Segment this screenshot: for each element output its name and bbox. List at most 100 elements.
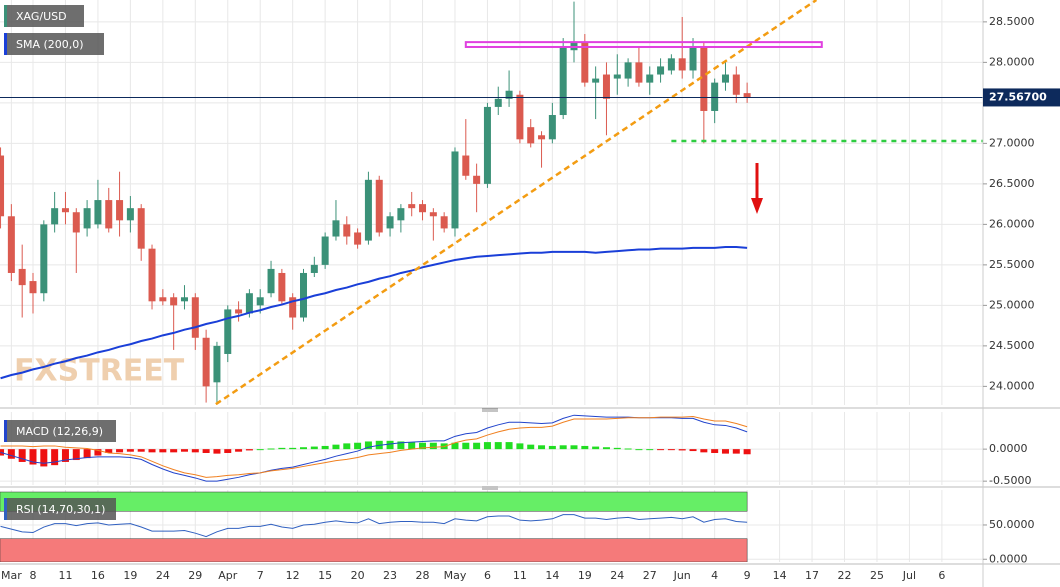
macd-line [0,414,748,482]
candle-body [548,115,556,140]
legend-box[interactable] [4,5,84,27]
y-tick-label: 24.5000 [989,339,1035,352]
candle-body [51,208,59,225]
macd-bar [343,443,351,450]
macd-bar [148,449,156,453]
candle-body [321,236,329,265]
macd-bar [18,449,26,462]
candle-body [386,216,394,229]
macd-bar [364,441,372,450]
candle-body [0,155,5,217]
candle-body [516,94,524,140]
macd-bar [180,449,188,452]
legend-swatch [4,498,7,520]
macd-bar [657,449,665,451]
legend-label: RSI (14,70,30,1) [16,503,105,516]
macd-bar [191,449,199,453]
candle-body [483,106,491,184]
candle-body [310,264,318,273]
y-tick-label: 24.0000 [989,379,1035,392]
candle-body [375,179,383,233]
macd-bar [40,449,48,467]
candle-body [505,90,513,99]
macd-bar [721,449,729,454]
candle-body [581,42,589,83]
y-tick-label: 25.5000 [989,258,1035,271]
candle-body [354,232,362,245]
x-tick-label: 6 [938,569,945,582]
last-price-box [983,88,1060,107]
macd-bar [483,442,491,450]
candle-body [235,309,243,314]
legend-box[interactable] [4,33,104,55]
candle-body [343,224,351,237]
macd-bar [613,447,621,450]
candle-body [105,200,113,229]
y-tick-label: 27.0000 [989,136,1035,149]
legend-box[interactable] [4,420,116,442]
macd-bar [83,449,91,459]
x-tick-label: Apr [218,569,238,582]
candle-body [18,268,26,286]
x-tick-label: 20 [351,569,365,582]
candle-body [440,216,448,229]
candle-body [527,127,535,144]
y-tick-label: 28.0000 [989,55,1035,68]
macd-bar [408,442,416,450]
macd-bar [61,449,69,462]
x-tick-label: 28 [416,569,430,582]
y-tick-label: -0.5000 [989,474,1031,487]
legend-label: MACD (12,26,9) [16,425,103,438]
x-tick-label: 6 [484,569,491,582]
candle-body [137,208,145,249]
macd-bar [700,449,708,453]
macd-bar [538,445,546,450]
x-tick-label: 19 [578,569,592,582]
x-tick-label: 22 [838,569,852,582]
candle-body [278,272,286,302]
x-tick-label: 11 [58,569,72,582]
last-price-label: 27.56700 [989,90,1047,103]
x-tick-label: 24 [156,569,170,582]
legend-label: SMA (200,0) [16,38,84,51]
x-tick-label: 16 [91,569,105,582]
candle-body [245,293,253,314]
y-tick-label: 0.0000 [989,442,1028,455]
candle-body [462,155,470,176]
candle-body [224,309,232,354]
x-tick-label: 12 [286,569,300,582]
candle-body [191,297,199,338]
candle-body [419,204,427,213]
y-tick-label: 25.0000 [989,298,1035,311]
marks [0,0,983,562]
candle-body [72,212,80,233]
candle-body [364,179,372,241]
macd-bar [267,448,275,450]
macd-bar [116,449,124,453]
macd-bar [429,442,437,450]
x-tick-label: 14 [545,569,559,582]
legend-box[interactable] [4,498,116,520]
macd-bar [689,449,697,452]
candle-body [202,337,210,387]
macd-bar [72,449,80,461]
candle-body [743,93,751,98]
x-tick-label: 7 [257,569,264,582]
resistance-zone [464,41,823,48]
candle-body [300,272,308,318]
candle-body [613,74,621,79]
candle-body [170,297,178,306]
macd-bar [170,449,178,453]
macd-bar [29,449,37,465]
candle-body [538,135,546,140]
macd-bar [213,449,221,454]
candle-body [408,204,416,209]
x-tick-label: 17 [805,569,819,582]
macd-bar [105,449,113,453]
x-tick-label: May [444,569,467,582]
macd-bar [51,449,59,466]
macd-bar [678,449,686,451]
price-panel [0,0,983,405]
candle-body [657,66,665,75]
legend-swatch [4,33,7,55]
